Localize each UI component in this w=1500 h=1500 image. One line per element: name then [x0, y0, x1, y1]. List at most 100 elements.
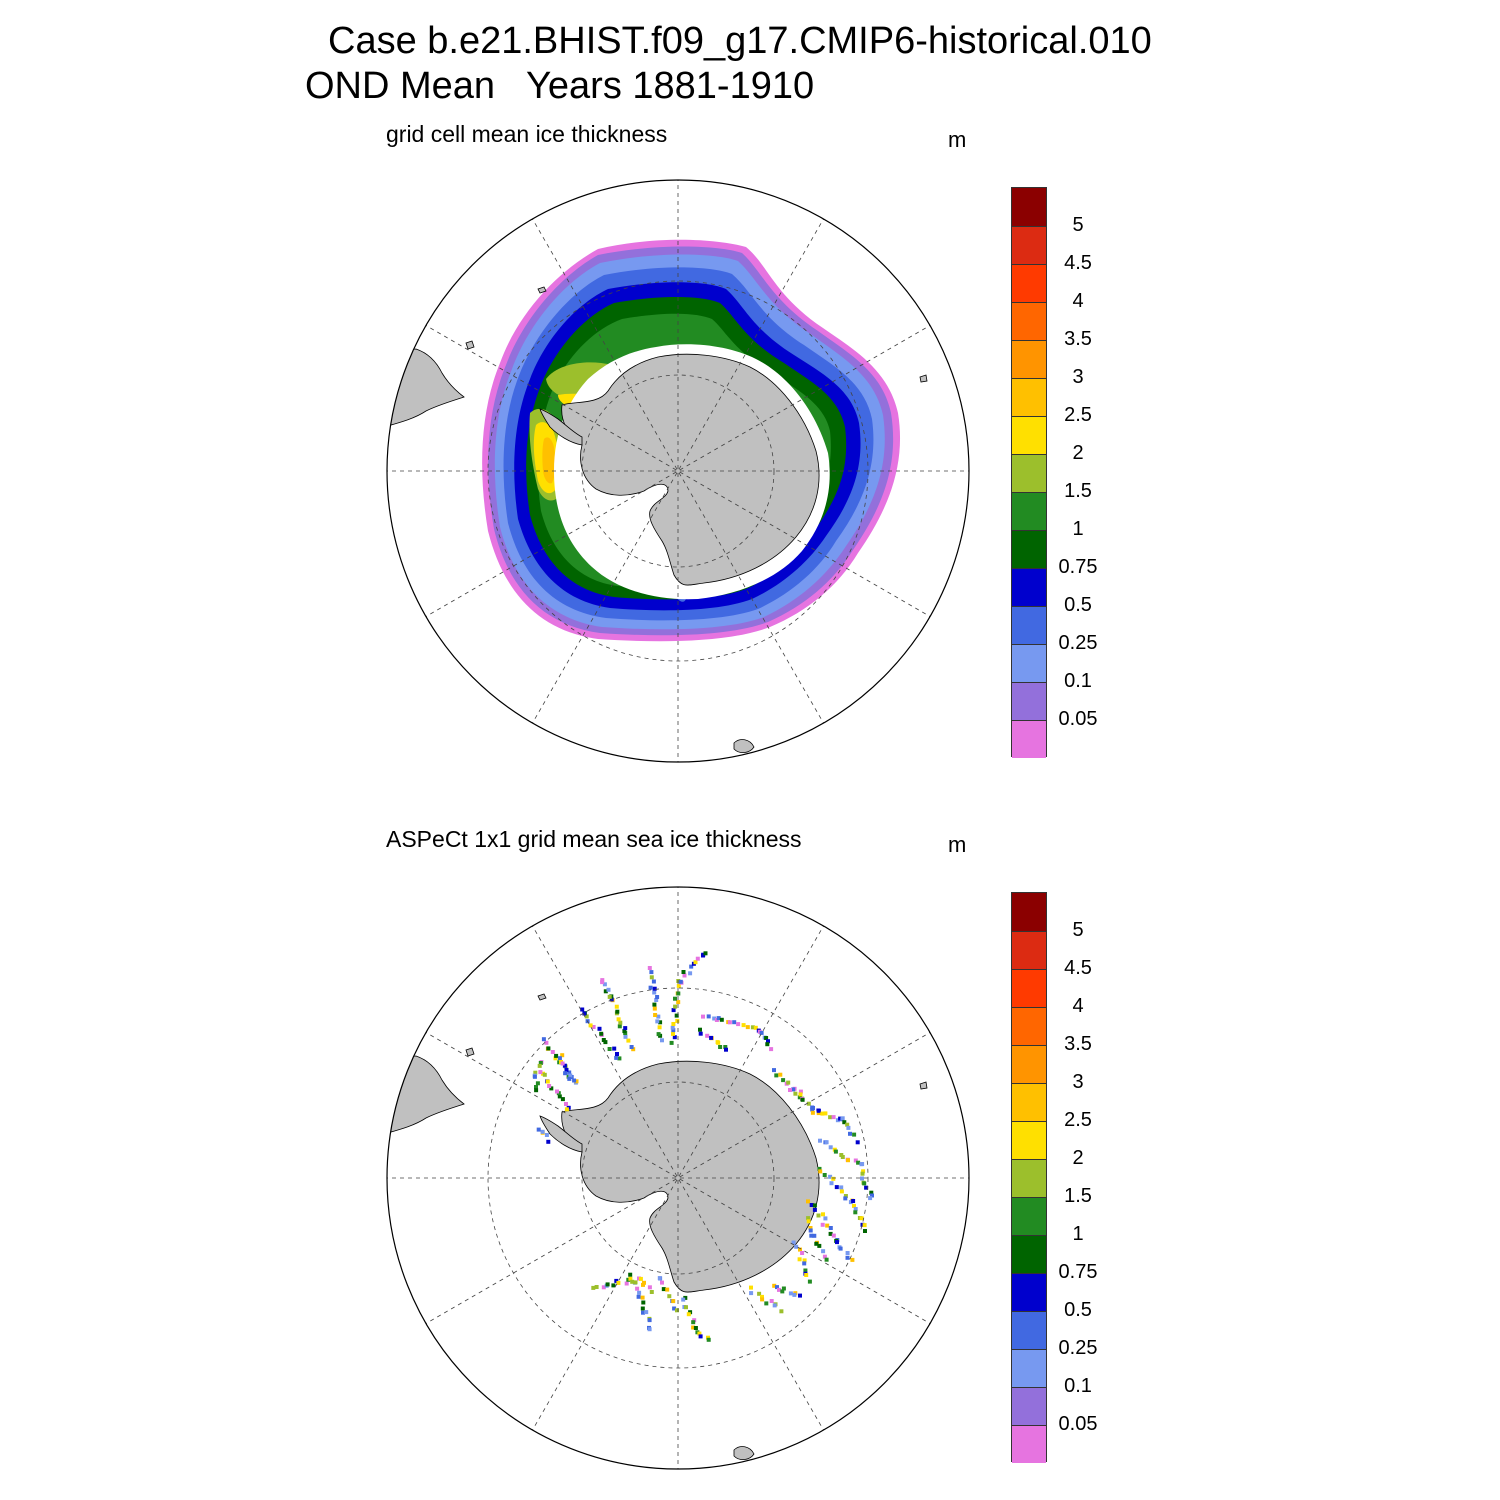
colorbar-swatch	[1012, 1159, 1046, 1197]
obs-pixel	[684, 1305, 688, 1310]
obs-pixel	[647, 1318, 652, 1323]
obs-pixel	[532, 1074, 537, 1079]
colorbar-label: 0.5	[1064, 594, 1092, 616]
obs-pixel	[545, 1079, 550, 1084]
colorbar-separator	[1012, 1120, 1046, 1122]
obs-pixel	[652, 1006, 657, 1011]
peninsula-orange-ice	[542, 437, 556, 484]
obs-pixel	[769, 1047, 774, 1052]
obs-pixel	[778, 1072, 783, 1077]
obs-pixel	[599, 1031, 604, 1036]
obs-pixel	[808, 1226, 813, 1230]
colorbar-separator	[1012, 968, 1046, 970]
obs-pixel	[681, 970, 686, 974]
obs-pixel	[644, 1310, 649, 1315]
map-boundary	[386, 886, 970, 1470]
obs-pixel	[641, 1310, 645, 1315]
obs-pixel	[709, 1035, 714, 1040]
obs-pixel	[848, 1131, 852, 1136]
obs-pixel	[825, 1223, 830, 1228]
obs-pixel	[806, 1101, 811, 1106]
obs-pixel	[791, 1087, 796, 1092]
obs-pixel	[628, 1272, 633, 1277]
obs-pixel	[647, 1285, 652, 1290]
obs-pixel	[759, 1030, 764, 1035]
obs-pixel	[834, 1185, 839, 1190]
obs-pixel	[863, 1229, 867, 1233]
obs-pixel	[537, 1063, 542, 1068]
colorbar-swatch	[1012, 530, 1046, 568]
obs-pixel	[549, 1086, 554, 1091]
obs-pixel	[856, 1160, 861, 1165]
obs-pixel	[653, 1013, 658, 1017]
obs-pixel	[555, 1089, 559, 1094]
obs-pixel	[612, 1046, 617, 1051]
obs-pixel	[852, 1132, 857, 1137]
obs-pixel	[824, 1257, 829, 1262]
colorbar-label: 4	[1072, 995, 1084, 1017]
graticule	[387, 887, 969, 1469]
obs-pixel	[698, 1334, 703, 1339]
obs-pixel	[693, 1326, 698, 1330]
colorbar-swatch	[1012, 644, 1046, 682]
colorbar-label: 0.25	[1058, 1337, 1098, 1359]
obs-pixel	[623, 1034, 628, 1039]
obs-pixel	[798, 1089, 803, 1094]
obs-pixel	[693, 960, 698, 965]
obs-pixel	[689, 964, 694, 969]
obs-pixel	[792, 1292, 797, 1297]
colorbar-label: 1	[1072, 1223, 1084, 1245]
obs-pixel	[655, 1019, 660, 1024]
colorbar-swatch	[1012, 682, 1046, 720]
panel2-colorbar	[1011, 892, 1047, 1463]
colorbar-label: 0.05	[1058, 1413, 1098, 1435]
obs-pixel	[603, 1040, 608, 1045]
obs-pixel	[670, 1025, 675, 1030]
obs-pixel	[591, 1285, 596, 1290]
obs-pixel	[580, 1007, 585, 1012]
obs-pixel	[812, 1233, 817, 1238]
obs-pixel	[672, 1306, 677, 1311]
obs-pixel	[703, 951, 708, 956]
colorbar-swatch	[1012, 378, 1046, 416]
obs-pixel	[536, 1127, 541, 1132]
colorbar-label: 0.75	[1058, 556, 1098, 578]
colorbar-swatch	[1012, 416, 1046, 454]
obs-pixel	[736, 1022, 741, 1027]
obs-pixel	[814, 1241, 819, 1246]
obs-pixel	[712, 1016, 717, 1021]
obs-pixel	[753, 1025, 758, 1030]
obs-pixel	[772, 1068, 776, 1073]
obs-pixel	[855, 1140, 860, 1145]
obs-pixel	[846, 1158, 850, 1163]
colorbar-separator	[1012, 453, 1046, 455]
obs-pixel	[640, 1295, 645, 1300]
obs-pixel	[775, 1285, 779, 1290]
panel1-map	[386, 179, 970, 763]
map-boundary	[386, 179, 970, 763]
antarctica-landmass	[561, 1060, 820, 1293]
obs-pixel	[794, 1244, 799, 1249]
colorbar-swatch	[1012, 1007, 1046, 1045]
obs-pixel	[557, 1056, 562, 1061]
colorbar-separator	[1012, 1386, 1046, 1388]
obs-pixel	[760, 1294, 764, 1299]
obs-pixel	[560, 1061, 565, 1066]
obs-pixel	[607, 1047, 612, 1051]
colorbar-label: 2	[1072, 442, 1084, 464]
antarctic-peninsula	[539, 408, 583, 446]
obs-pixel	[567, 1076, 572, 1081]
colorbar-label: 4.5	[1064, 957, 1092, 979]
obs-pixel	[835, 1118, 840, 1123]
obs-pixel	[676, 983, 681, 988]
kerguelen-island	[919, 374, 928, 383]
obs-pixel	[833, 1149, 838, 1154]
obs-pixel	[629, 1045, 634, 1049]
obs-pixel	[798, 1092, 803, 1097]
obs-pixel	[860, 1171, 865, 1176]
obs-pixel	[602, 982, 607, 987]
obs-pixel	[816, 1213, 821, 1218]
obs-pixel	[860, 1176, 864, 1181]
obs-pixel	[822, 1254, 827, 1259]
obs-pixel	[671, 1031, 675, 1036]
